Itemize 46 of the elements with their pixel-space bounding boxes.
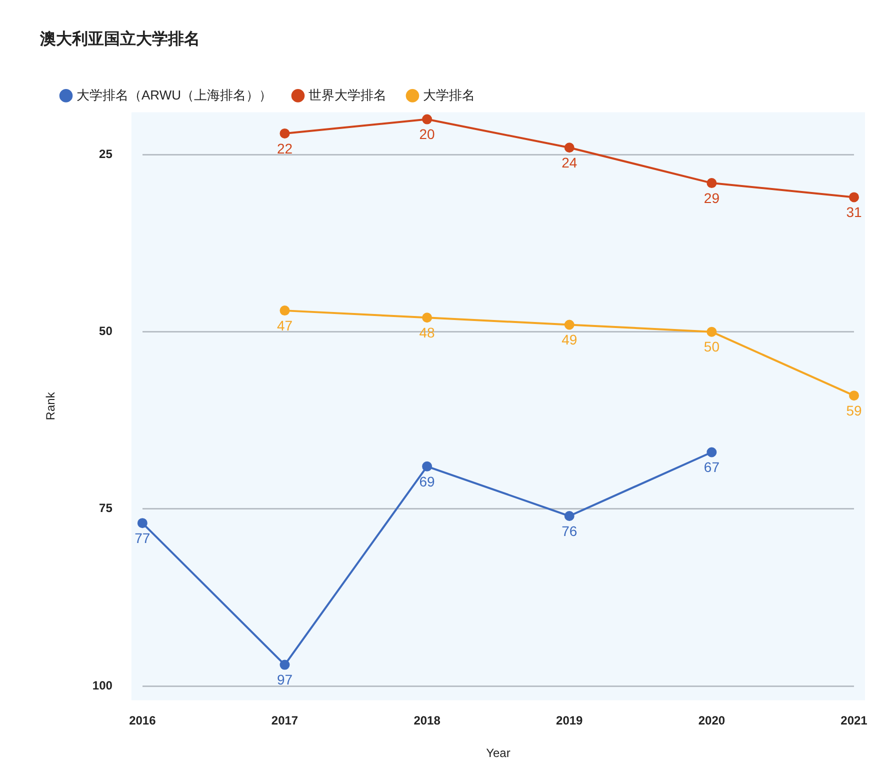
data-label: 69 bbox=[419, 473, 436, 490]
point bbox=[280, 306, 290, 316]
data-label: 76 bbox=[562, 522, 578, 539]
x-tick-label: 2016 bbox=[129, 714, 156, 728]
point bbox=[849, 390, 859, 401]
data-label: 29 bbox=[704, 190, 720, 206]
y-tick-label: 25 bbox=[99, 147, 113, 162]
data-label: 20 bbox=[419, 126, 436, 142]
point bbox=[564, 142, 574, 153]
data-label: 47 bbox=[276, 317, 293, 334]
x-tick-label: 2021 bbox=[840, 714, 868, 728]
point bbox=[706, 178, 717, 188]
point bbox=[280, 660, 290, 670]
data-label: 48 bbox=[419, 324, 436, 341]
data-label: 59 bbox=[846, 402, 862, 418]
point bbox=[706, 447, 717, 458]
x-tick-label: 2020 bbox=[698, 714, 726, 728]
point bbox=[706, 326, 717, 337]
legend-label: 大学排名（ARWU（上海排名）） bbox=[76, 87, 272, 102]
chart-title: 澳大利亚国立大学排名 bbox=[39, 29, 200, 48]
legend-label: 大学排名 bbox=[422, 87, 475, 102]
x-axis-title: Year bbox=[486, 746, 510, 760]
data-label: 24 bbox=[562, 154, 578, 170]
point bbox=[422, 114, 432, 124]
data-label: 67 bbox=[704, 459, 720, 476]
legend-label: 世界大学排名 bbox=[308, 87, 386, 102]
x-tick-label: 2018 bbox=[414, 714, 441, 728]
x-tick-label: 2019 bbox=[556, 714, 584, 728]
y-axis-title: Rank bbox=[44, 391, 58, 420]
data-label: 31 bbox=[846, 204, 862, 220]
point bbox=[137, 518, 148, 528]
point bbox=[849, 192, 859, 202]
x-tick-label: 2017 bbox=[271, 714, 298, 728]
data-label: 22 bbox=[276, 140, 293, 156]
point bbox=[564, 511, 574, 522]
data-label: 49 bbox=[562, 332, 578, 348]
point bbox=[422, 461, 432, 472]
data-label: 77 bbox=[134, 530, 150, 546]
y-tick-label: 75 bbox=[99, 501, 113, 516]
y-tick-label: 50 bbox=[99, 324, 113, 338]
point bbox=[564, 320, 574, 330]
y-tick-label: 100 bbox=[92, 678, 113, 692]
point bbox=[280, 128, 290, 138]
data-label: 97 bbox=[276, 672, 293, 688]
data-label: 50 bbox=[704, 338, 720, 355]
point bbox=[422, 312, 432, 323]
